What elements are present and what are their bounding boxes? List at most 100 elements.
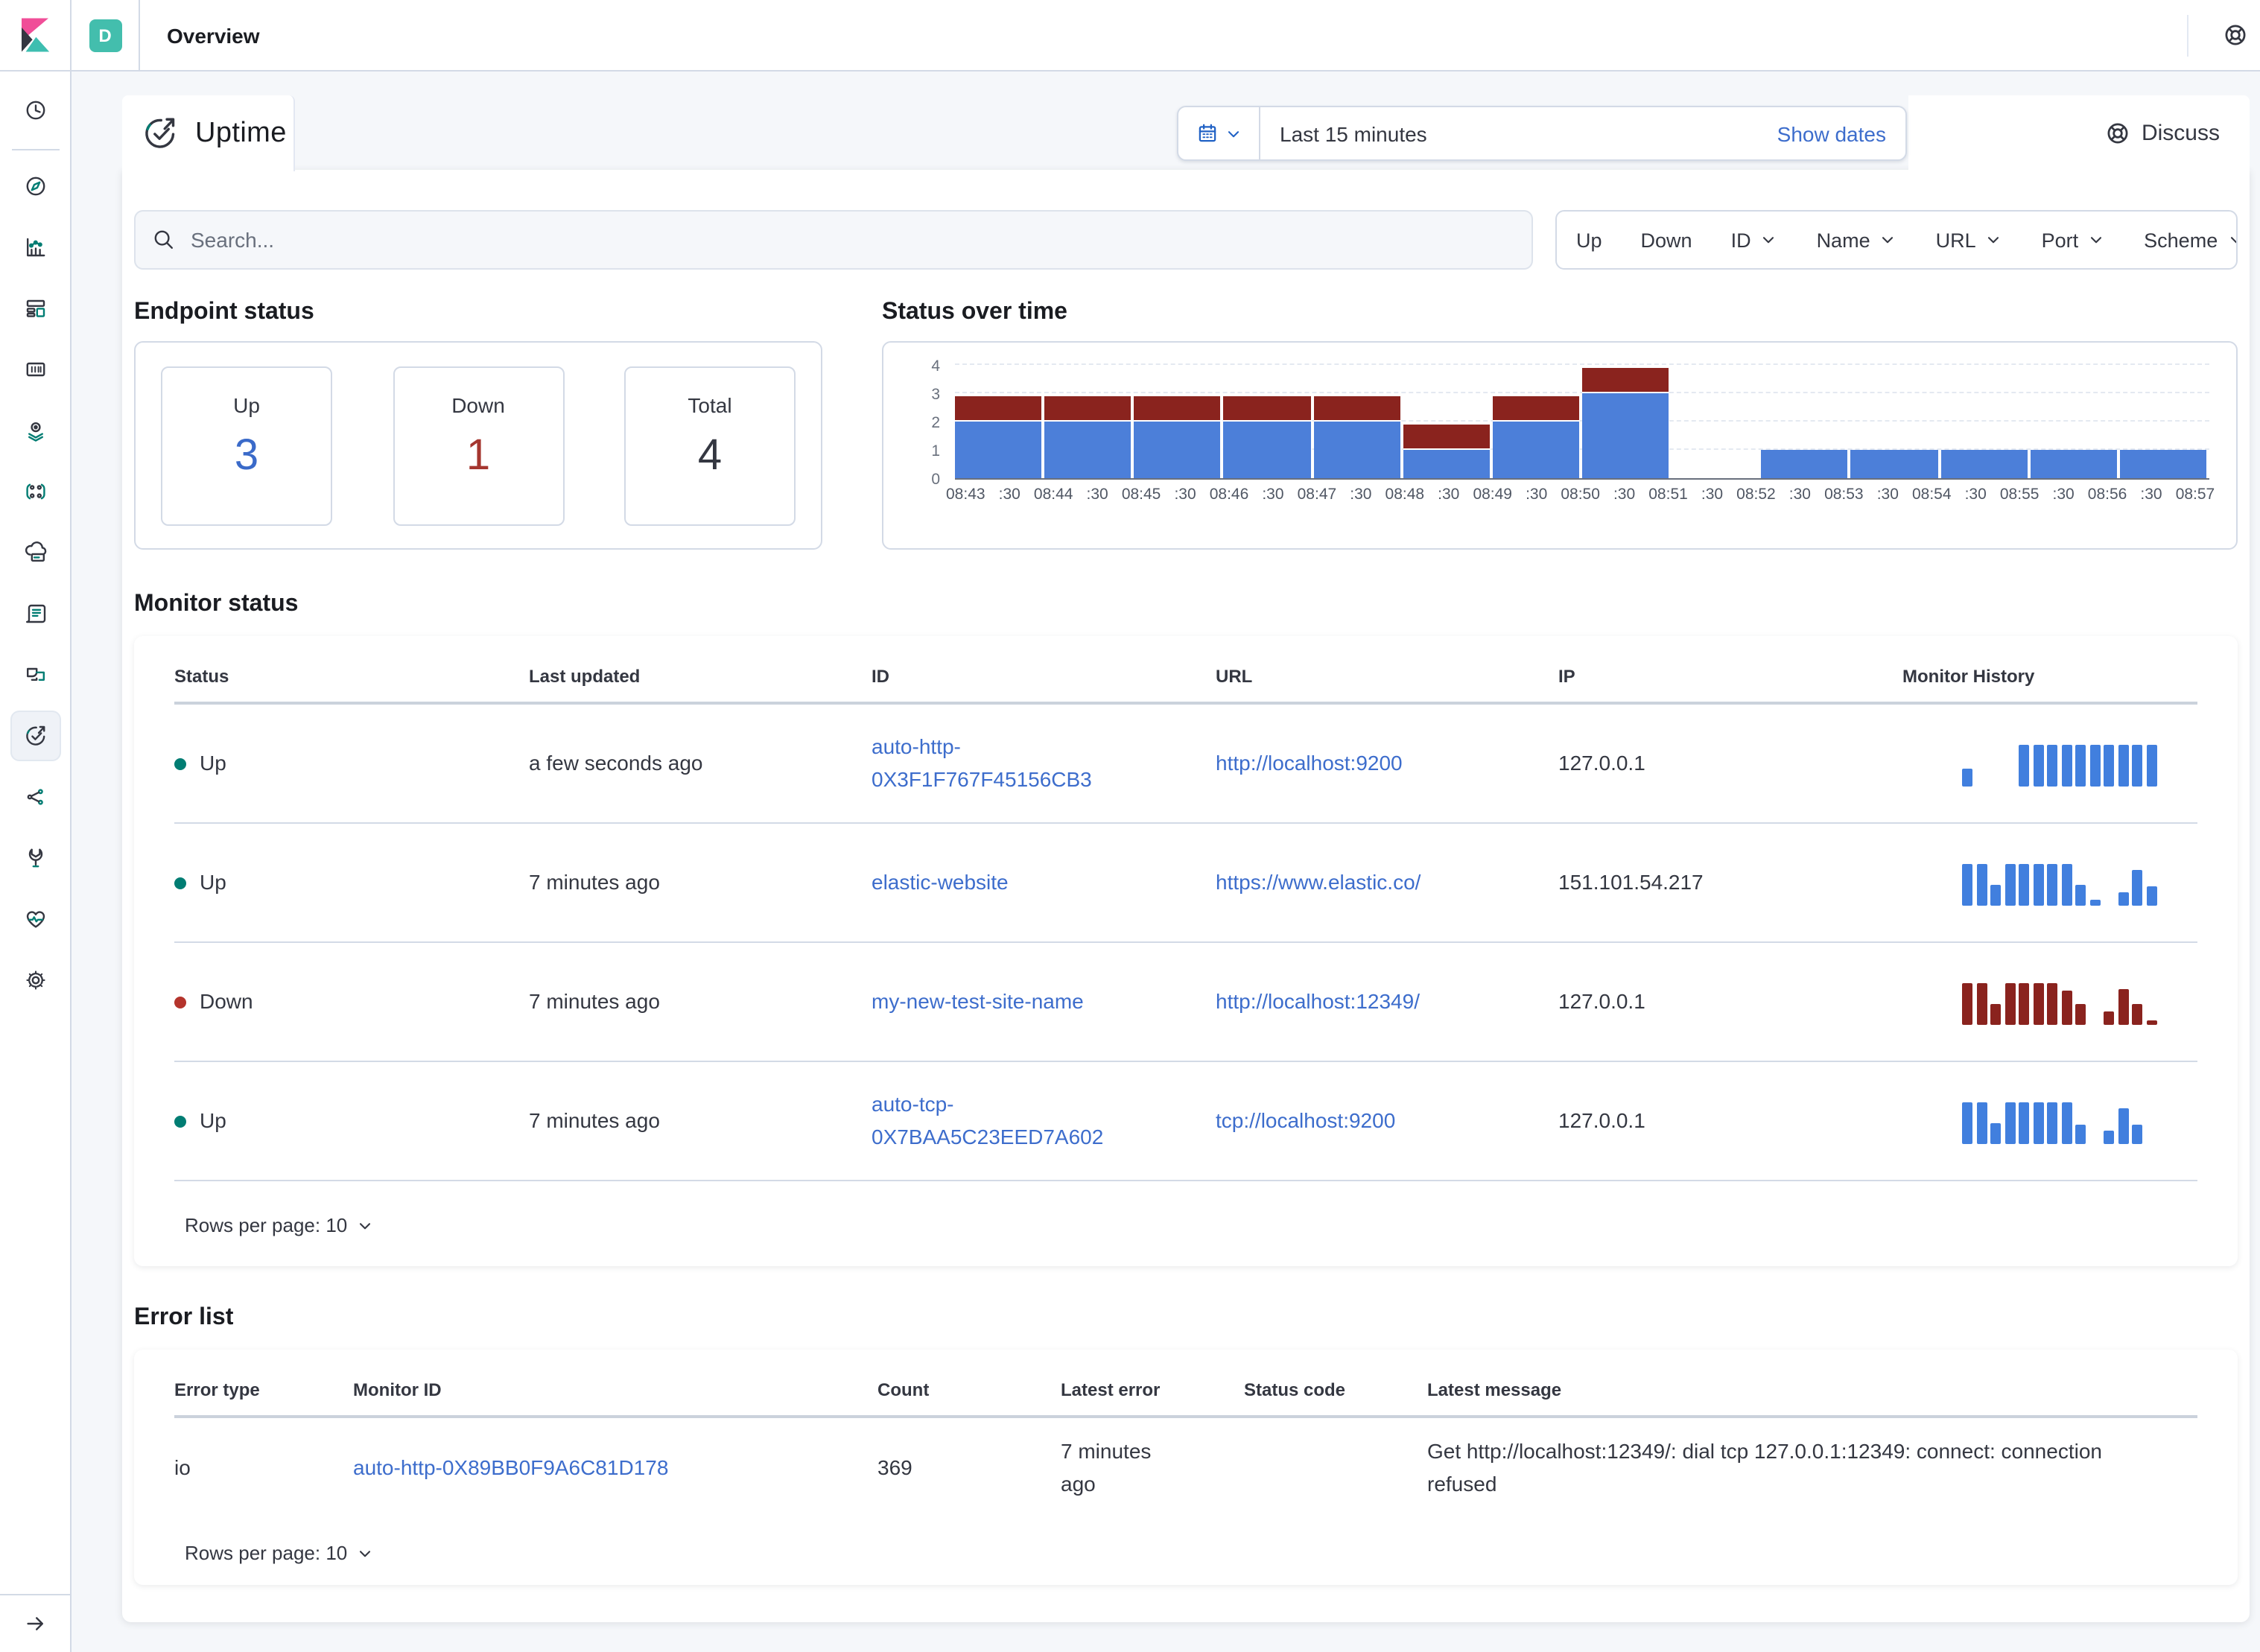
chart-bar-08:45[interactable]	[1134, 365, 1221, 478]
sidebar	[0, 72, 72, 1652]
chart-bar-08:49[interactable]	[1492, 365, 1579, 478]
endpoint-card-total: Total 4	[624, 366, 796, 525]
sidebar-collapse-button[interactable]	[0, 1594, 71, 1652]
chart-bar-08:54[interactable]	[1940, 365, 2028, 478]
kibana-logo[interactable]	[0, 0, 72, 71]
sidebar-item-recently-viewed[interactable]	[10, 85, 60, 136]
discuss-label: Discuss	[2141, 121, 2220, 146]
filter-dropdown-port[interactable]: Port	[2022, 212, 2125, 268]
sidebar-nav	[10, 72, 60, 1006]
filter-dropdown-id[interactable]: ID	[1712, 212, 1797, 268]
sidebar-item-stack-monitoring[interactable]	[10, 894, 60, 944]
last-updated-cell: 7 minutes ago	[529, 988, 660, 1013]
sidebar-item-apm[interactable]	[10, 649, 60, 700]
last-updated-cell: a few seconds ago	[529, 750, 703, 775]
search-input[interactable]	[188, 226, 1515, 253]
monitor-rows-per-page[interactable]: Rows per page: 10	[174, 1181, 2197, 1266]
chart-bar-08:48[interactable]	[1403, 365, 1490, 478]
chart-bar-08:47[interactable]	[1313, 365, 1400, 478]
sidebar-item-canvas[interactable]	[10, 344, 60, 395]
time-range-button[interactable]: Last 15 minutes Show dates	[1260, 107, 1905, 159]
chart-bar-08:52[interactable]	[1761, 365, 1848, 478]
x-tick-label: :30	[1964, 486, 1987, 503]
sidebar-item-uptime[interactable]	[10, 711, 60, 761]
chart-bar-08:56[interactable]	[2119, 365, 2206, 478]
column-header: Monitor History	[1902, 666, 2035, 687]
monitor-id-link[interactable]: auto-tcp-0X7BAA5C23EED7A602	[872, 1091, 1104, 1148]
help-icon[interactable]	[2209, 22, 2260, 48]
dashboard-icon	[23, 296, 47, 320]
x-tick-label: :30	[2052, 486, 2075, 503]
column-header: Last updated	[529, 666, 641, 687]
y-tick-label: 0	[931, 471, 940, 489]
chart-bar-08:46[interactable]	[1223, 365, 1311, 478]
monitor-table-row: Down 7 minutes ago my-new-test-site-name ht…	[174, 943, 2197, 1062]
chart-bar-08:53[interactable]	[1850, 365, 1938, 478]
chart-bar-08:55[interactable]	[2030, 365, 2117, 478]
sidebar-item-logs[interactable]	[10, 588, 60, 639]
uptime-icon	[23, 724, 47, 748]
sidebar-item-visualize[interactable]	[10, 222, 60, 273]
sidebar-item-dashboard[interactable]	[10, 283, 60, 334]
filter-dropdown-name[interactable]: Name	[1797, 212, 1917, 268]
canvas-icon	[23, 358, 47, 381]
uptime-app-tab: Uptime	[122, 95, 295, 171]
sidebar-item-discover[interactable]	[10, 161, 60, 212]
sidebar-item-siem[interactable]	[10, 772, 60, 822]
status-label: Up	[200, 1108, 226, 1132]
scroll-icon	[23, 602, 47, 626]
sidebar-item-machine-learning[interactable]	[10, 466, 60, 517]
status-cell: Up	[174, 1105, 529, 1137]
chart-x-axis: 08:43:30 08:44:30 08:45:30 08:46:30 08:47:30…	[946, 486, 2215, 503]
chart-bar-08:50[interactable]	[1582, 365, 1669, 478]
monitor-id-link[interactable]: elastic-website	[872, 869, 1009, 894]
rows-per-page-label: Rows per page: 10	[185, 1214, 348, 1236]
show-dates-button[interactable]: Show dates	[1777, 121, 1886, 145]
column-header: URL	[1216, 666, 1253, 687]
arrow-right-icon	[23, 1612, 47, 1636]
sidebar-item-infrastructure[interactable]	[10, 527, 60, 578]
monitor-id-link[interactable]: auto-http-0X3F1F767F45156CB3	[872, 734, 1092, 790]
chart-bar-08:43[interactable]	[955, 365, 1042, 478]
monitor-url-link[interactable]: http://localhost:9200	[1216, 750, 1403, 775]
filter-toggle-down[interactable]: Down	[1640, 229, 1692, 251]
heartbeat-icon	[23, 907, 47, 931]
error-monitor-id-link[interactable]: auto-http-0X89BB0F9A6C81D178	[353, 1455, 669, 1479]
status-cell: Down	[174, 985, 529, 1017]
error-rows-per-page[interactable]: Rows per page: 10	[174, 1518, 2197, 1585]
filter-dropdown-scheme[interactable]: Scheme	[2124, 212, 2236, 268]
ip-cell: 127.0.0.1	[1558, 1108, 1645, 1132]
discuss-button[interactable]: Discuss	[2106, 121, 2220, 146]
column-header: Latest error	[1061, 1379, 1161, 1400]
column-header: Count	[877, 1379, 930, 1400]
space-badge[interactable]: D	[89, 19, 121, 51]
calendar-icon	[1196, 122, 1218, 144]
x-tick-label: 08:50	[1561, 486, 1600, 503]
monitor-url-link[interactable]: tcp://localhost:9200	[1216, 1108, 1396, 1132]
quick-select-button[interactable]	[1178, 107, 1260, 159]
status-label: Up	[200, 750, 226, 775]
monitor-table-body: Up a few seconds ago auto-http-0X3F1F767F4…	[174, 705, 2197, 1181]
header-actions: Discuss	[1908, 95, 2250, 171]
sidebar-item-maps[interactable]	[10, 405, 60, 456]
card-value: 1	[466, 431, 491, 479]
clock-icon	[23, 98, 47, 122]
monitor-history-sparkline	[1962, 979, 2186, 1024]
monitor-url-link[interactable]: https://www.elastic.co/	[1216, 869, 1421, 894]
status-dot	[174, 996, 186, 1008]
monitor-table-row: Up a few seconds ago auto-http-0X3F1F767F4…	[174, 705, 2197, 824]
sidebar-item-dev-tools[interactable]	[10, 833, 60, 883]
monitor-id-link[interactable]: my-new-test-site-name	[872, 988, 1084, 1013]
filter-group: Up Down ID Name URL Port Scheme	[1555, 210, 2238, 270]
chevron-down-icon	[2087, 231, 2105, 249]
filter-toggle-up[interactable]: Up	[1576, 229, 1602, 251]
time-range-value[interactable]: Last 15 minutes	[1280, 121, 1427, 145]
x-tick-label: :30	[1438, 486, 1460, 503]
chart-bar-08:44[interactable]	[1044, 365, 1131, 478]
x-tick-label: 08:56	[2087, 486, 2127, 503]
filter-dropdown-url[interactable]: URL	[1917, 212, 2022, 268]
space-switcher[interactable]: D	[72, 0, 140, 70]
monitor-url-link[interactable]: http://localhost:12349/	[1216, 988, 1420, 1013]
x-tick-label: :30	[1526, 486, 1548, 503]
sidebar-item-management[interactable]	[10, 955, 60, 1006]
